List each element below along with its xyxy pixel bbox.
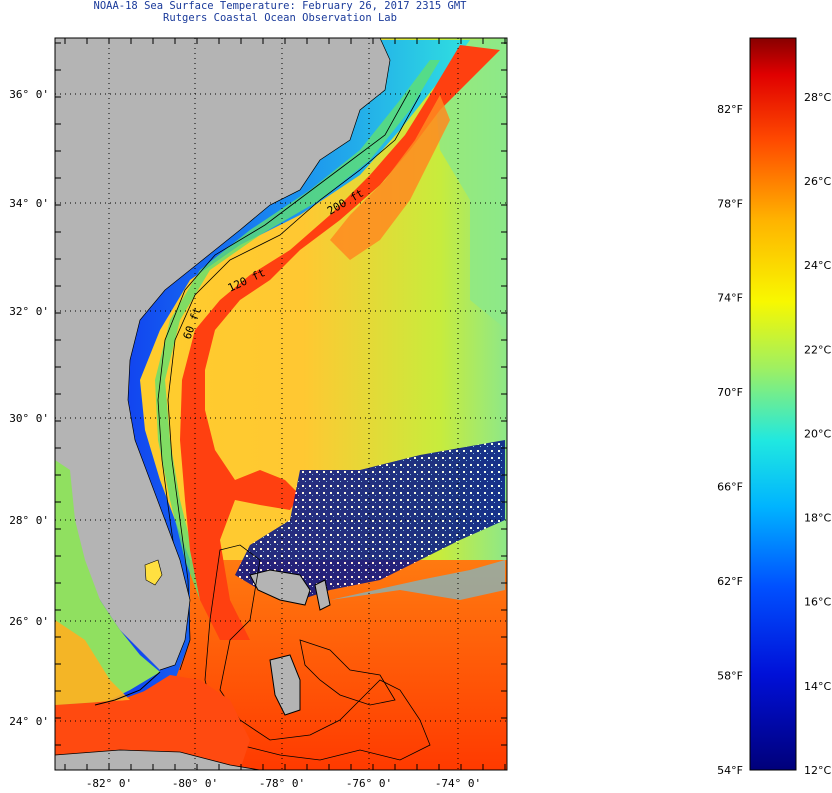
colorbar-c-label: 26°C <box>804 175 831 188</box>
land-us-southeast <box>55 38 390 670</box>
colorbar-c-label: 16°C <box>804 596 831 609</box>
andros-island <box>269 654 301 716</box>
latitude-label: 36° 0' <box>9 88 49 101</box>
colorbar-f-label: 74°F <box>717 292 743 305</box>
map-frame <box>54 37 508 771</box>
colorbar-f-label: 58°F <box>717 670 743 683</box>
colorbar-c-label: 20°C <box>804 427 831 440</box>
depth-contour-120ft <box>157 89 411 591</box>
latitude-label: 32° 0' <box>9 305 49 318</box>
colorbar-c-label: 14°C <box>804 680 831 693</box>
colorbar-f-label: 70°F <box>717 386 743 399</box>
colorbar-c-label: 12°C <box>804 764 831 777</box>
colorbar-f-label: 66°F <box>717 481 743 494</box>
longitude-label: -80° 0' <box>172 777 218 790</box>
longitude-label: -82° 0' <box>86 777 132 790</box>
colorbar-f-label: 54°F <box>717 764 743 777</box>
gulf-warm-region <box>55 620 130 705</box>
florida-straits-warm <box>55 675 250 770</box>
lake-okeechobee <box>144 559 163 586</box>
longitude-labels: -82° 0' -80° 0' -78° 0' -76° 0' -74° 0' <box>86 777 481 790</box>
latitude-label: 28° 0' <box>9 514 49 527</box>
colorbar-c-label: 18°C <box>804 512 831 525</box>
temperature-colorbar <box>749 37 797 771</box>
florida-keys <box>94 671 161 706</box>
longitude-label: -76° 0' <box>346 777 392 790</box>
map-title: NOAA-18 Sea Surface Temperature: Februar… <box>93 0 467 12</box>
cool-water-region <box>430 40 507 330</box>
latitude-label: 24° 0' <box>9 715 49 728</box>
map-subtitle: Rutgers Coastal Ocean Observation Lab <box>163 12 397 24</box>
colorbar-c-label: 24°C <box>804 259 831 272</box>
abaco-island <box>314 579 331 611</box>
sst-image: 120 ft 60 ft 200 ft <box>55 38 507 770</box>
gulf-stream <box>180 45 500 640</box>
colorbar-fahrenheit-labels: 82°F 78°F 74°F 70°F 66°F 62°F 58°F 54°F <box>717 103 743 777</box>
graticule <box>55 38 507 770</box>
latitude-label: 34° 0' <box>9 197 49 210</box>
colorbar-f-label: 62°F <box>717 575 743 588</box>
bank-contour-2 <box>299 639 396 706</box>
colorbar-f-label: 82°F <box>717 103 743 116</box>
bahamas-island <box>249 569 311 606</box>
latitude-label: 26° 0' <box>9 615 49 628</box>
map-ticks <box>55 38 507 770</box>
coastline <box>127 38 391 671</box>
latitude-labels: 36° 0' 34° 0' 32° 0' 30° 0' 28° 0' 26° 0' 24° … <box>9 88 49 728</box>
colorbar-c-label: 22°C <box>804 343 831 356</box>
latitude-label: 30° 0' <box>9 412 49 425</box>
land-cuba <box>55 749 261 770</box>
gulf-stream-meander <box>330 95 450 260</box>
colorbar-c-label: 28°C <box>804 91 831 104</box>
longitude-label: -74° 0' <box>435 777 481 790</box>
colorbar-f-label: 78°F <box>717 197 743 210</box>
cloud-edge <box>330 560 505 600</box>
depth-contour-200ft <box>167 94 421 671</box>
longitude-label: -78° 0' <box>259 777 305 790</box>
colorbar-celsius-labels: 28°C 26°C 24°C 22°C 20°C 18°C 16°C 14°C 12°C <box>804 91 831 777</box>
